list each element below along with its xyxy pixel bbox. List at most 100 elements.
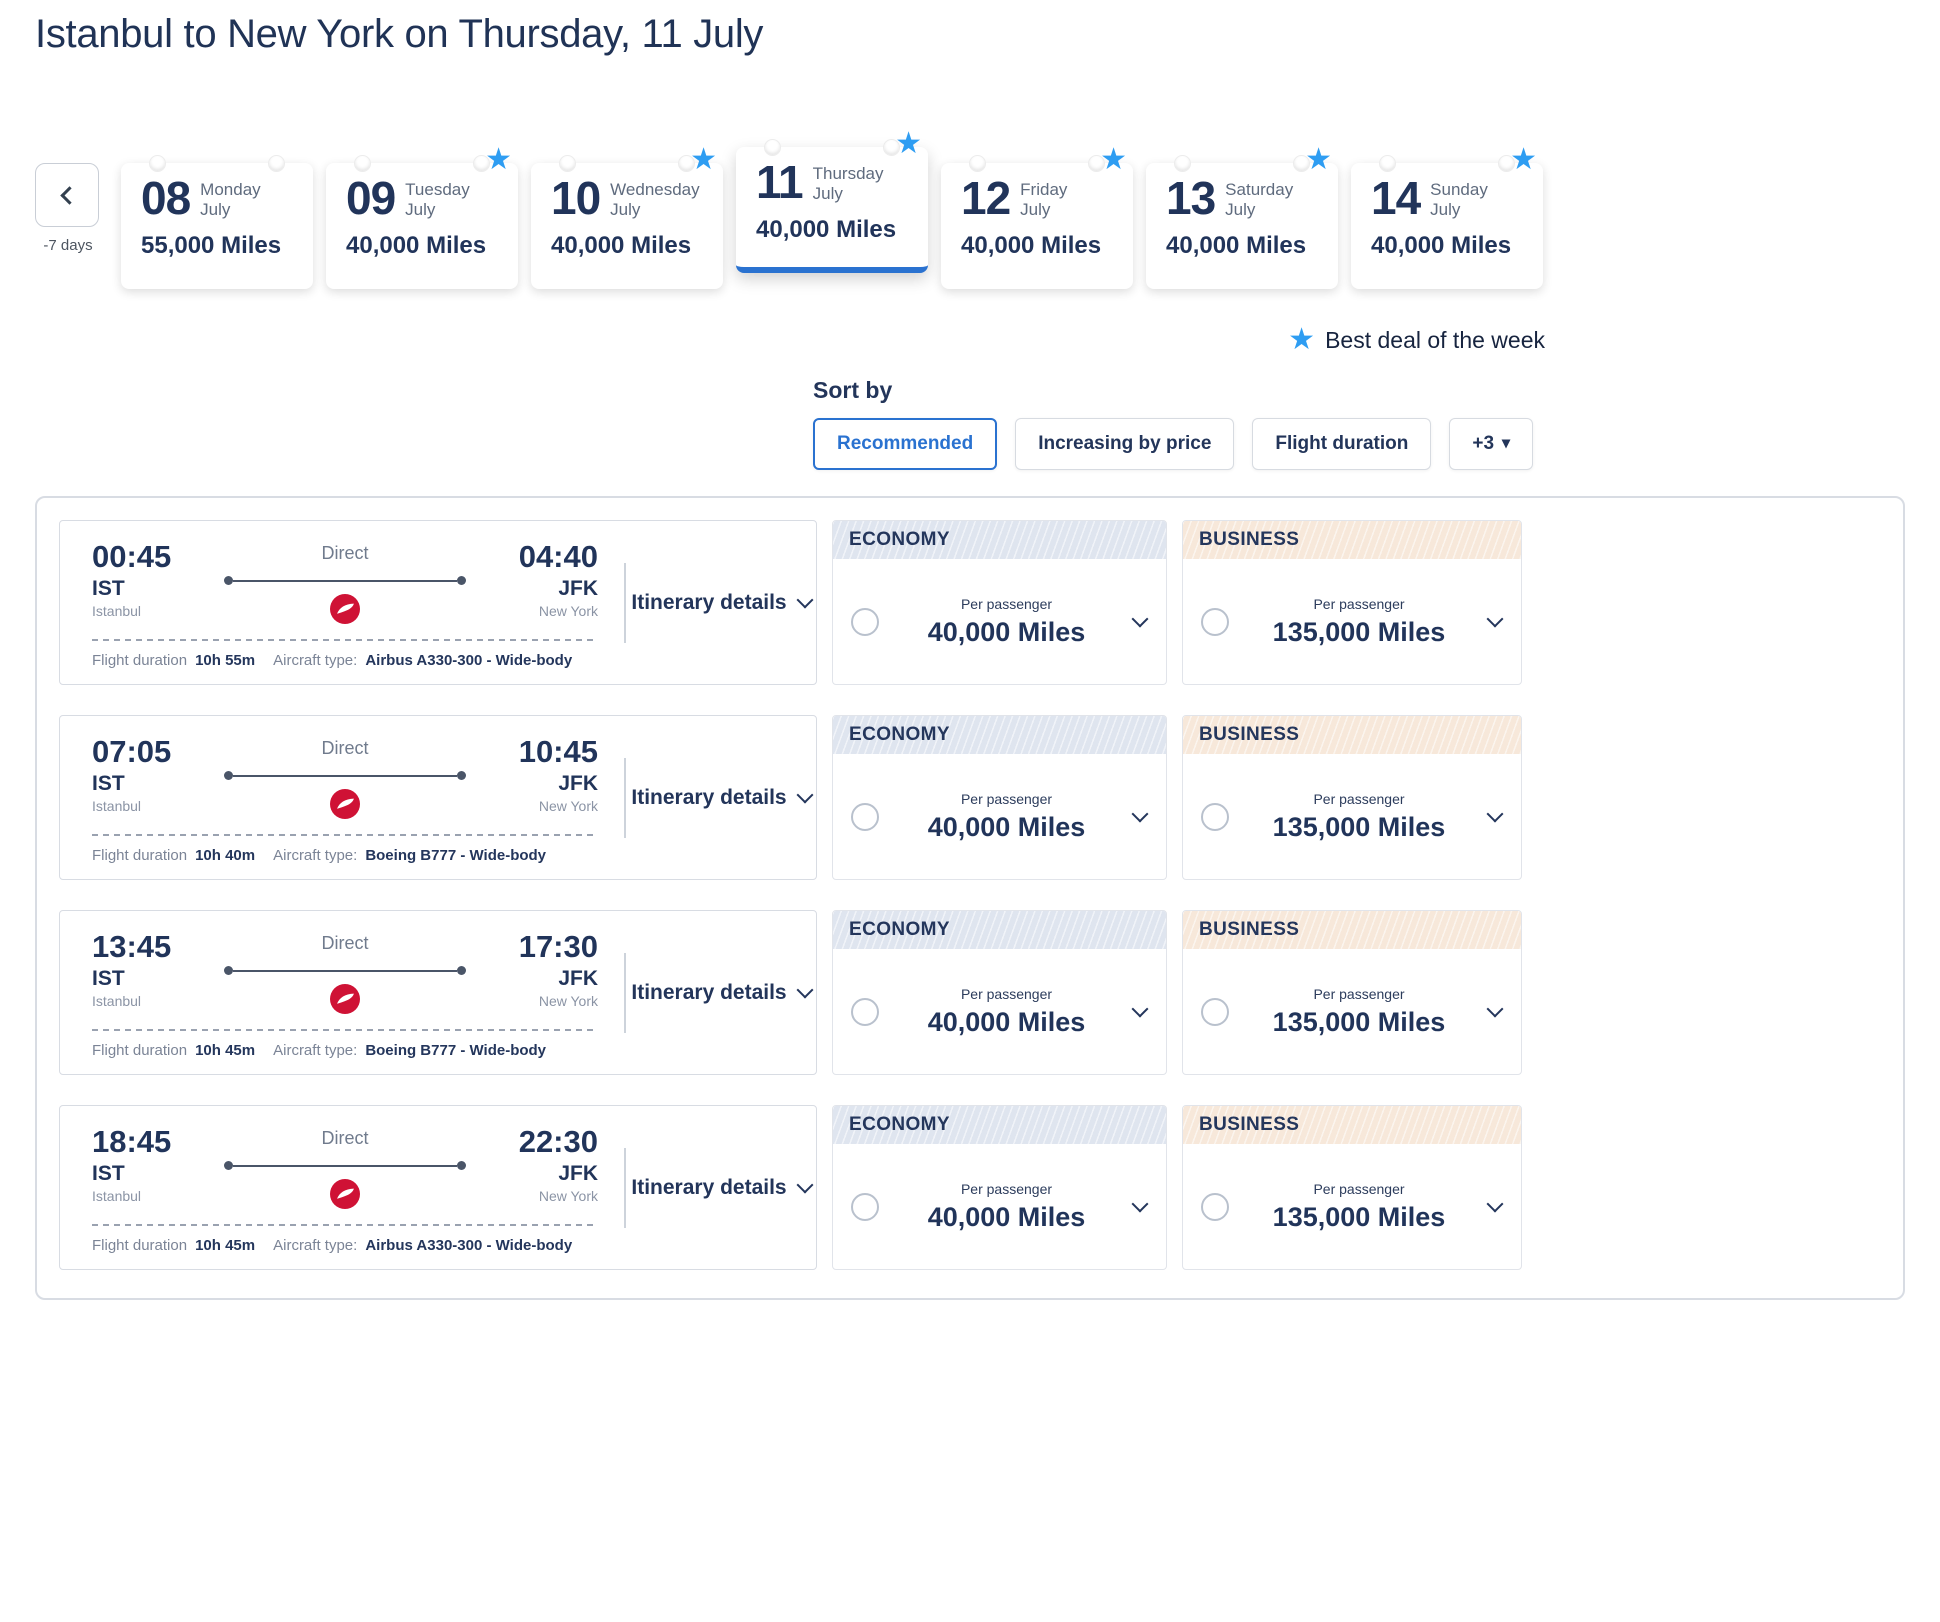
ticket-notch [354,155,371,172]
business-fare-option[interactable]: Per passenger 135,000 Miles [1183,949,1521,1074]
date-card[interactable]: ★ 12 Friday July 40,000 Miles [941,145,1133,289]
economy-fare-option[interactable]: Per passenger 40,000 Miles [833,559,1166,684]
chevron-down-icon[interactable] [1486,1000,1504,1018]
economy-fare-option[interactable]: Per passenger 40,000 Miles [833,949,1166,1074]
flight-duration-value: 10h 40m [195,847,256,864]
economy-fare-radio[interactable] [851,997,879,1026]
departure-code: IST [92,966,125,990]
route-bar [233,579,457,582]
weekday-label: Monday [200,180,261,199]
best-deal-star-icon: ★ [895,127,922,160]
departure-code: IST [92,771,125,795]
arrival-block: 10:45 JFK New York [486,735,598,813]
chevron-down-icon[interactable] [1131,1000,1149,1018]
prev-week-column: -7 days [35,163,101,254]
business-fare: Per passenger 135,000 Miles [1229,791,1489,843]
date-card[interactable]: ★ 11 Thursday July 40,000 Miles [736,129,928,273]
business-header-label: BUSINESS [1199,1114,1300,1135]
day-number: 10 [551,172,601,224]
chevron-down-icon[interactable] [1486,1195,1504,1213]
ticket-notch [1088,155,1105,172]
business-header-label: BUSINESS [1199,724,1300,745]
itinerary-details-label: Itinerary details [631,1175,787,1199]
business-fare-option[interactable]: Per passenger 135,000 Miles [1183,754,1521,879]
business-fare-option[interactable]: Per passenger 135,000 Miles [1183,1144,1521,1269]
chevron-down-icon[interactable] [1486,805,1504,823]
date-card[interactable]: ★ 09 Tuesday July 40,000 Miles [326,145,518,289]
flight-meta: Flight duration 10h 45m Aircraft type: B… [92,1042,598,1059]
date-card-top: 11 Thursday July [756,159,914,205]
chevron-down-icon[interactable] [1486,610,1504,628]
economy-header-label: ECONOMY [849,724,950,745]
economy-miles-value: 40,000 Miles [927,616,1086,647]
best-deal-star-icon: ★ [1100,143,1127,176]
aircraft-type-value: Airbus A330-300 - Wide-body [365,1237,573,1254]
date-card[interactable]: ★ 08 Monday July 55,000 Miles [121,155,313,289]
departure-time: 18:45 [92,1124,172,1159]
date-card[interactable]: ★ 14 Sunday July 40,000 Miles [1351,145,1543,289]
business-miles-value: 135,000 Miles [1272,1201,1446,1232]
economy-fare-option[interactable]: Per passenger 40,000 Miles [833,754,1166,879]
sort-option-button[interactable]: Increasing by price ▾ [1015,418,1235,470]
sort-option-label: Flight duration [1275,433,1409,454]
arrival-city: New York [538,1187,598,1204]
business-fare-option[interactable]: Per passenger 135,000 Miles [1183,559,1521,684]
day-number: 09 [346,172,396,224]
economy-fare-radio[interactable] [851,607,879,636]
flight-card: 18:45 IST Istanbul Direct [59,1105,817,1270]
flight-meta: Flight duration 10h 45m Aircraft type: A… [92,1237,598,1254]
day-meta: Tuesday July [405,177,470,220]
flight-main: 18:45 IST Istanbul Direct [92,1124,598,1209]
business-fare-radio[interactable] [1201,802,1229,831]
business-miles-value: 135,000 Miles [1272,811,1446,842]
turkish-airlines-logo-icon [330,1179,360,1209]
economy-header-label: ECONOMY [849,919,950,940]
flight-info: 00:45 IST Istanbul Direct [60,521,624,684]
flight-duration-label: Flight duration [92,652,188,669]
itinerary-details-button[interactable]: Itinerary details [626,1106,816,1269]
itinerary-details-label: Itinerary details [631,590,787,614]
turkish-airlines-logo-icon [330,594,360,624]
day-number: 12 [961,172,1011,224]
date-card-top: 14 Sunday July [1371,175,1529,221]
arrival-block: 04:40 JFK New York [486,540,598,618]
day-miles: 40,000 Miles [756,215,897,243]
itinerary-details-label: Itinerary details [631,980,787,1004]
chevron-down-icon[interactable] [1131,1195,1149,1213]
economy-fare-radio[interactable] [851,1192,879,1221]
business-fare-radio[interactable] [1201,607,1229,636]
stops-label: Direct [321,738,369,758]
per-passenger-label: Per passenger [1313,985,1405,1002]
arrival-code: JFK [558,1161,598,1185]
itinerary-details-button[interactable]: Itinerary details [626,716,816,879]
sort-option-button[interactable]: Recommended ▾ [813,418,998,470]
chevron-down-icon[interactable] [1131,805,1149,823]
day-miles: 40,000 Miles [346,231,487,259]
business-fare-radio[interactable] [1201,997,1229,1026]
sort-option-button[interactable]: +3 ▾ [1449,418,1534,470]
weekday-label: Sunday [1430,180,1488,199]
itinerary-details-button[interactable]: Itinerary details [626,521,816,684]
sort-option-button[interactable]: Flight duration ▾ [1252,418,1432,470]
economy-header: ECONOMY [833,716,1166,754]
business-panel: BUSINESS Per passenger 135,000 Miles [1182,1105,1522,1270]
economy-fare-radio[interactable] [851,802,879,831]
chevron-down-icon [796,591,814,609]
itinerary-details-button[interactable]: Itinerary details [626,911,816,1074]
ticket-notch [969,155,986,172]
business-header: BUSINESS [1183,911,1521,949]
business-fare-radio[interactable] [1201,1192,1229,1221]
best-deal-star-icon: ★ [1288,323,1316,356]
economy-fare-option[interactable]: Per passenger 40,000 Miles [833,1144,1166,1269]
date-card-top: 12 Friday July [961,172,1119,224]
date-card[interactable]: ★ 10 Wednesday July 40,000 Miles [531,145,723,289]
weekday-label: Friday [1020,180,1068,199]
date-card[interactable]: ★ 13 Saturday July 40,000 Miles [1146,145,1338,289]
chevron-down-icon[interactable] [1131,610,1149,628]
ticket-notch [678,155,695,172]
flight-main: 00:45 IST Istanbul Direct [92,540,598,624]
prev-week-button[interactable] [35,163,99,227]
economy-panel: ECONOMY Per passenger 40,000 Miles [832,1105,1167,1270]
per-passenger-label: Per passenger [960,595,1053,612]
sort-block: Sort by Recommended ▾ Increasing by pric… [813,377,1545,470]
